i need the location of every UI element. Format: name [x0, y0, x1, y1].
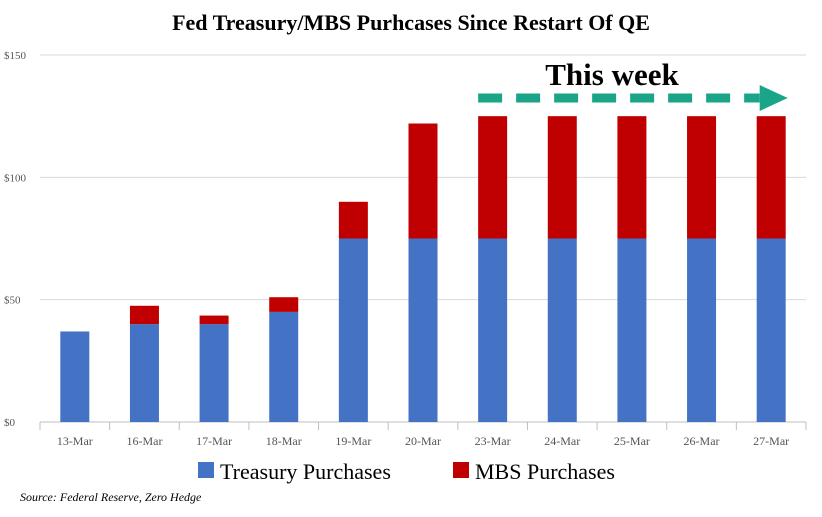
x-tick-label: 20-Mar [405, 434, 441, 448]
y-axis: $0 $50 $100 $150 [4, 50, 27, 429]
x-tick-label: 27-Mar [753, 434, 789, 448]
x-tick-label: 13-Mar [57, 434, 93, 448]
x-tick-label: 18-Mar [266, 434, 302, 448]
bar-mbs [687, 116, 717, 239]
legend-swatch-mbs [453, 462, 469, 478]
bars [60, 116, 786, 422]
bar-treasury [199, 324, 229, 422]
bar-treasury [617, 238, 647, 422]
source-note: Source: Federal Reserve, Zero Hedge [20, 490, 202, 504]
bar-mbs [756, 116, 786, 239]
x-tick-label: 23-Mar [475, 434, 511, 448]
chart-title: Fed Treasury/MBS Purhcases Since Restart… [172, 10, 650, 35]
x-tick-label: 17-Mar [196, 434, 232, 448]
bar-mbs [547, 116, 577, 239]
x-tick-label: 24-Mar [544, 434, 580, 448]
legend-label-mbs: MBS Purchases [475, 459, 615, 484]
legend-label-treasury: Treasury Purchases [220, 459, 391, 484]
bar-treasury [129, 324, 159, 422]
x-axis: 13-Mar 16-Mar 17-Mar 18-Mar 19-Mar 20-Mar 23-M… [39, 422, 807, 448]
x-tick-label: 19-Mar [335, 434, 371, 448]
bar-treasury [478, 238, 508, 422]
y-tick-label: $100 [4, 172, 27, 184]
x-tick-label: 26-Mar [684, 434, 720, 448]
bar-treasury [547, 238, 577, 422]
annotation-arrow-head [759, 85, 788, 111]
legend-swatch-treasury [198, 462, 214, 478]
bar-treasury [269, 311, 299, 422]
bar-treasury [756, 238, 786, 422]
y-tick-label: $150 [4, 50, 27, 62]
bar-treasury [408, 238, 438, 422]
y-tick-label: $0 [4, 417, 16, 429]
this-week-annotation: This week [478, 57, 788, 111]
bar-mbs [199, 315, 229, 325]
legend: Treasury Purchases MBS Purchases [198, 459, 615, 484]
bar-mbs [269, 297, 299, 312]
y-tick-label: $50 [4, 295, 21, 307]
annotation-text: This week [545, 57, 679, 92]
bar-mbs [129, 305, 159, 325]
bar-mbs [338, 201, 368, 239]
bar-mbs [478, 116, 508, 239]
bar-treasury [687, 238, 717, 422]
bar-treasury [338, 238, 368, 422]
bar-mbs [617, 116, 647, 239]
x-tick-label: 16-Mar [126, 434, 162, 448]
bar-treasury [60, 331, 90, 422]
x-tick-label: 25-Mar [614, 434, 650, 448]
bar-mbs [408, 123, 438, 239]
